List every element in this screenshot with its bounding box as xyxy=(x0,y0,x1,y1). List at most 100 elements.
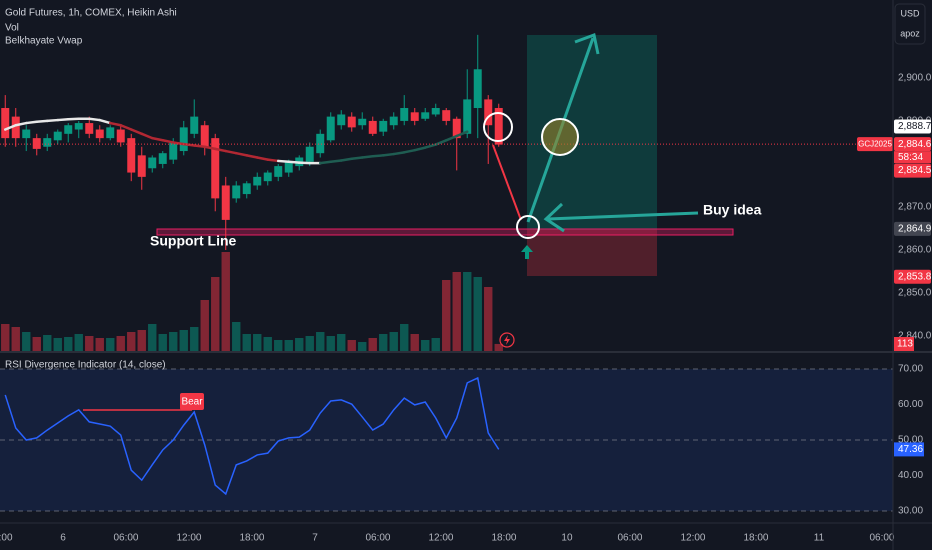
candle-body xyxy=(337,114,346,126)
vwap-segment xyxy=(14,121,28,127)
time-tick-label: 11 xyxy=(814,533,825,544)
vwap-segment xyxy=(318,160,332,165)
price-label: 2,884.5 xyxy=(898,165,932,176)
volume-bar xyxy=(473,277,482,352)
candle-body xyxy=(347,116,356,128)
candle-body xyxy=(190,116,199,134)
vwap-segment xyxy=(119,123,133,131)
volume-bar xyxy=(85,336,94,352)
circle xyxy=(516,215,540,239)
candle-body xyxy=(221,185,230,220)
price-tick-label: 2,850.0 xyxy=(898,288,932,299)
volume-bar xyxy=(95,338,104,352)
time-tick-label: 06:00 xyxy=(113,533,138,544)
volume-bar xyxy=(127,332,136,352)
candle-body xyxy=(284,161,293,173)
rsi-tick-label: 30.00 xyxy=(898,506,923,517)
volume-bar xyxy=(221,252,230,352)
candle-body xyxy=(137,155,146,177)
candle-body xyxy=(484,99,493,126)
volume-bar xyxy=(148,324,157,352)
candle-body xyxy=(379,120,388,132)
candle-body xyxy=(431,108,440,115)
time-tick-label: 18:00 xyxy=(491,533,516,544)
main-layer: 70.00 60.00 50.00 40.00 30.00 2,840.0 2,850.0 2… xyxy=(0,34,932,544)
candle-body xyxy=(232,185,241,199)
rsi-line xyxy=(4,376,500,496)
price-tick-label: 2,900.0 xyxy=(898,73,932,84)
volume-bar xyxy=(200,300,209,352)
vwap-segment xyxy=(224,149,238,155)
volume-bar xyxy=(106,338,115,352)
price-label: 2,888.7 xyxy=(898,121,932,132)
vwap-segment xyxy=(381,152,395,157)
candle-body xyxy=(494,108,503,145)
volume-bar xyxy=(389,332,398,352)
currency[interactable]: USD xyxy=(900,8,920,18)
support-label: Support Line xyxy=(150,233,237,249)
vwap-segment xyxy=(213,147,227,153)
vwap-segment xyxy=(402,148,416,154)
price-tick-label: 2,870.0 xyxy=(898,202,932,213)
candle-body xyxy=(148,157,157,169)
volume-bar xyxy=(421,340,430,352)
vwap-segment xyxy=(192,144,206,148)
rsi-tick-label: 40.00 xyxy=(898,470,923,481)
time-tick-label: 12:00 xyxy=(680,533,705,544)
candle-body xyxy=(421,112,430,119)
rsi-label: 47.36 xyxy=(898,444,923,455)
price-tick-label: 2,860.0 xyxy=(898,245,932,256)
volume-bar xyxy=(263,337,272,352)
vwap-segment xyxy=(140,132,154,140)
time-tick-label: 12:00 xyxy=(428,533,453,544)
volume-bar xyxy=(179,330,188,352)
vwap-segment xyxy=(444,134,458,142)
vwap-segment xyxy=(98,118,112,125)
volume-bar xyxy=(74,334,83,352)
alert-icon-bolt xyxy=(504,335,510,345)
vwap-segment xyxy=(413,146,427,152)
vwap-segment xyxy=(129,128,143,136)
vwap-segment xyxy=(329,159,343,164)
bear-label: Bear xyxy=(181,397,203,408)
alert-icon xyxy=(499,332,515,348)
vwap-segment xyxy=(24,120,38,125)
support-zone xyxy=(156,228,734,236)
vwap-segment xyxy=(392,151,406,156)
rsi-legend: RSI Divergence Indicator (14, close) xyxy=(5,360,166,371)
candle-body xyxy=(316,133,325,154)
price-label-box xyxy=(894,269,931,284)
volume-bar xyxy=(400,324,409,352)
vwap-segment xyxy=(234,151,248,157)
volume-bar xyxy=(242,334,251,352)
candle-body xyxy=(305,146,314,162)
volume-bar xyxy=(358,342,367,352)
volume-bar xyxy=(274,340,283,352)
time-tick-label: 18:00 xyxy=(239,533,264,544)
candle-body xyxy=(211,138,220,199)
currency-box[interactable] xyxy=(894,3,926,45)
candle-body xyxy=(32,138,41,149)
vwap-segment xyxy=(35,119,49,124)
volume-bar xyxy=(22,332,31,352)
candle-body xyxy=(22,129,31,139)
circle xyxy=(483,112,513,142)
candle-body xyxy=(169,142,178,160)
volume-bar xyxy=(368,338,377,352)
price-label-box xyxy=(894,119,931,134)
vwap-segment xyxy=(182,142,196,147)
volume-bar xyxy=(64,337,73,352)
vwap-segment xyxy=(360,154,374,159)
candle-body xyxy=(389,116,398,126)
candle-body xyxy=(253,176,262,186)
volume-bar xyxy=(43,335,52,352)
volume-bar xyxy=(452,272,461,352)
volume-bar xyxy=(32,337,41,352)
vwap-segment xyxy=(350,156,364,161)
volume-legend: Vol xyxy=(5,23,19,34)
vwap-segment xyxy=(255,156,269,161)
price-label: 2,864.9 xyxy=(898,224,932,235)
volume-bar xyxy=(295,338,304,352)
candle-body xyxy=(53,131,62,141)
volume-bar xyxy=(284,340,293,352)
